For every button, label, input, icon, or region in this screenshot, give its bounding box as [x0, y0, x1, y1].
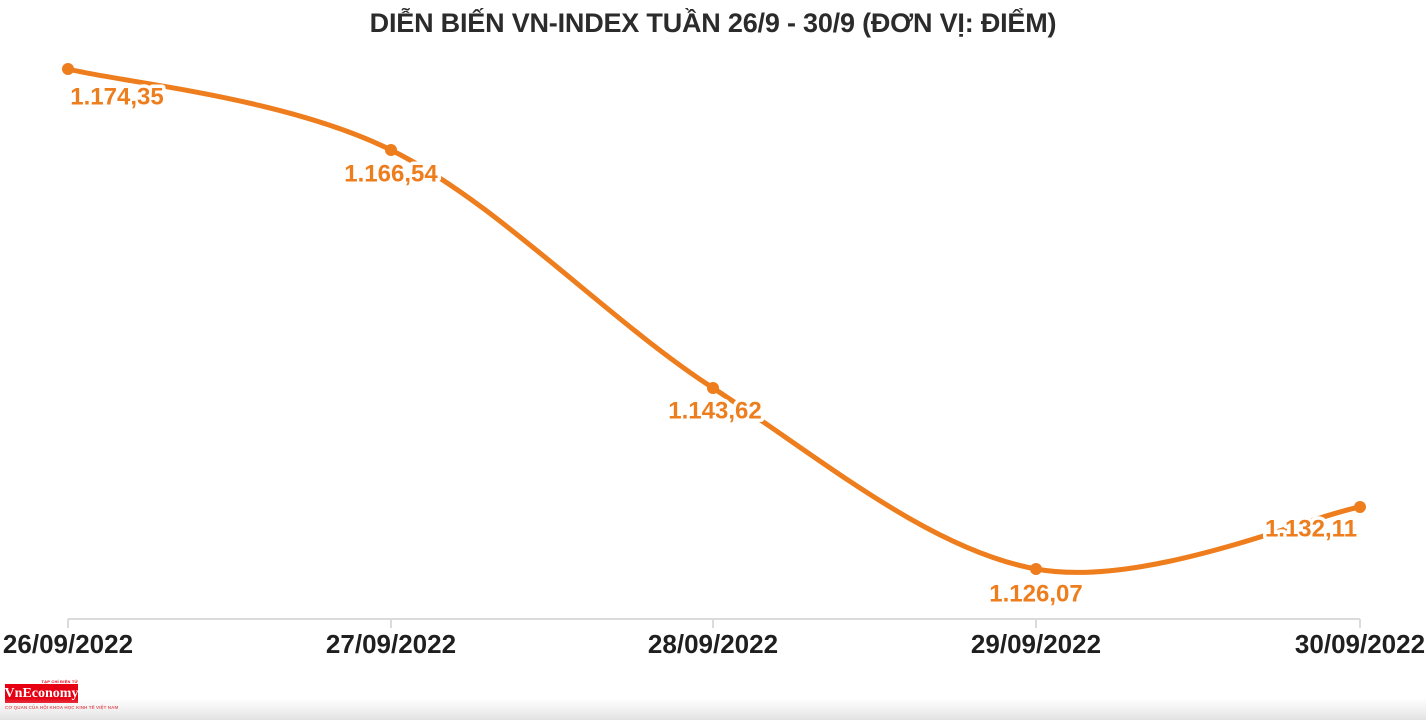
x-axis [67, 618, 1361, 628]
date-labels-group: 26/09/2022 27/09/2022 28/09/2022 29/09/2022… [3, 629, 1425, 659]
value-label: 1.174,35 [70, 84, 163, 111]
logo-top-text: TẠP CHÍ ĐIỆN TỬ [41, 679, 78, 684]
series-line [65, 66, 1363, 575]
chart-title: DIỄN BIẾN VN-INDEX TUẦN 26/9 - 30/9 (ĐƠN… [369, 8, 1057, 38]
data-point-26 [62, 63, 74, 75]
vneconomy-logo: TẠP CHÍ ĐIỆN TỬ VnEconomy CƠ QUAN CỦA HỘ… [5, 679, 119, 711]
value-label: 1.143,62 [668, 398, 761, 425]
data-point-30 [1354, 501, 1366, 513]
x-axis-label: 28/09/2022 [648, 629, 778, 659]
logo-name: VnEconomy [4, 685, 79, 701]
data-point-27 [385, 144, 397, 156]
value-label: 1.132,11 [1265, 516, 1357, 543]
x-axis-label: 30/09/2022 [1295, 629, 1425, 659]
value-labels-group: 1.174,35 1.166,54 1.143,62 1.126,07 1.132,11 [67, 80, 1361, 611]
value-label: 1.126,07 [989, 581, 1082, 608]
data-points-group [62, 63, 1366, 575]
value-label: 1.166,54 [344, 161, 438, 188]
x-axis-label: 26/09/2022 [3, 629, 133, 659]
logo-tagline: CƠ QUAN CỦA HỘI KHOA HỌC KINH TẾ VIỆT NA… [5, 705, 119, 710]
logo-box: VnEconomy [5, 684, 78, 703]
data-point-28 [707, 382, 719, 394]
series-line-group [65, 66, 1363, 575]
x-axis-label: 27/09/2022 [326, 629, 456, 659]
x-axis-label: 29/09/2022 [971, 629, 1101, 659]
data-point-29 [1030, 563, 1042, 575]
